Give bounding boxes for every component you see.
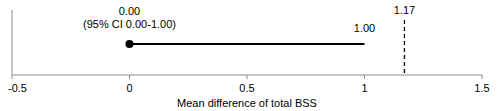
reference-label: 1.17 xyxy=(394,4,415,16)
ci-high-label: 1.00 xyxy=(354,22,375,34)
x-tick xyxy=(12,75,13,79)
reference-line xyxy=(404,20,405,75)
x-tick-label: 0.5 xyxy=(239,82,254,94)
x-tick-label: 1 xyxy=(361,82,367,94)
x-tick xyxy=(482,75,483,79)
x-tick-label: 0 xyxy=(126,82,132,94)
left-frame xyxy=(12,10,13,75)
x-tick xyxy=(129,75,130,79)
x-tick-label: 1.5 xyxy=(474,82,489,94)
x-tick-label: -0.5 xyxy=(8,82,27,94)
ci-line xyxy=(130,43,365,45)
chart-svg: -0.5 0 0.5 1 1.5 Mean difference of total BSS… xyxy=(0,0,500,111)
x-tick xyxy=(364,75,365,79)
x-axis-title: Mean difference of total BSS xyxy=(177,97,317,109)
chart-container: -0.5 0 0.5 1 1.5 Mean difference of total BSS… xyxy=(0,0,500,111)
x-tick xyxy=(247,75,248,79)
value-label: 0.00 xyxy=(119,5,140,17)
point-estimate xyxy=(126,40,134,48)
ci-annotation: (95% CI 0.00-1.00) xyxy=(83,18,176,30)
